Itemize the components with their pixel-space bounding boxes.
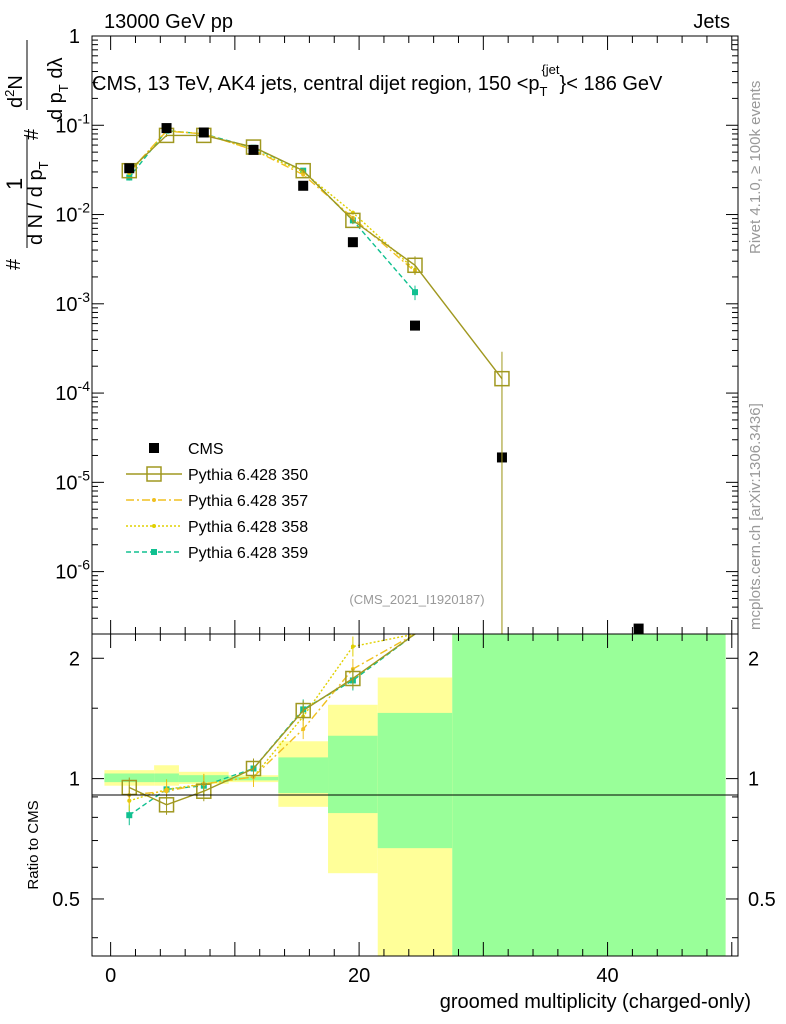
data-point bbox=[248, 144, 259, 155]
legend-marker bbox=[152, 498, 156, 502]
series-pythia-6-428-359 bbox=[126, 127, 418, 301]
uncertainty-band-inner bbox=[278, 757, 329, 794]
ratio-point bbox=[196, 783, 212, 799]
data-point bbox=[298, 180, 309, 191]
series-pythia-6-428-350 bbox=[121, 127, 510, 634]
x-tick-label: 20 bbox=[348, 965, 370, 987]
ratio-panel: 0.5 0.5 1 1 2 2 0 20 40 Ratio to CMS groomed mu… bbox=[25, 633, 776, 1013]
uncertainty-band-inner bbox=[328, 735, 378, 814]
ratio-point bbox=[245, 760, 262, 777]
data-point bbox=[410, 320, 420, 331]
y-tick-label: 10-1 bbox=[55, 110, 90, 137]
legend-marker bbox=[152, 524, 156, 528]
main-x-axis bbox=[110, 36, 733, 634]
x-tick-label: 40 bbox=[596, 965, 618, 987]
ratio-y-tick-label: 0.5 bbox=[52, 889, 80, 911]
chart-title: CMS, 13 TeV, AK4 jets, central dijet reg… bbox=[92, 62, 663, 99]
data-point bbox=[407, 257, 423, 274]
main-panel: (CMS_2021_I1920187) CMS, 13 TeV, AK4 jet… bbox=[55, 26, 739, 644]
header-right: Jets bbox=[693, 11, 730, 33]
ratio-point bbox=[126, 812, 133, 819]
ratio-y-tick-label-right: 2 bbox=[748, 648, 759, 670]
ratio-y-axis: 0.5 0.5 1 1 2 2 bbox=[52, 648, 776, 939]
data-point bbox=[345, 212, 361, 229]
header-left: 13000 GeV pp bbox=[104, 11, 233, 33]
data-point bbox=[347, 237, 358, 248]
ratio-point bbox=[295, 702, 311, 719]
y-tick-label: 1 bbox=[69, 26, 80, 48]
legend-label: Pythia 6.428 359 bbox=[188, 545, 308, 562]
ylabel-fraction: d N / d pT bbox=[25, 161, 51, 245]
ratio-y-tick-label: 2 bbox=[69, 648, 80, 670]
legend-marker bbox=[151, 549, 157, 555]
legend-label: Pythia 6.428 358 bbox=[188, 519, 308, 536]
ylabel-one: 1 bbox=[2, 178, 27, 190]
series-pythia-6-428-357 bbox=[127, 129, 417, 274]
chart-title-part2: }< 186 GeV bbox=[560, 73, 664, 95]
side-label-mcplots: mcplots.cern.ch [arXiv:1306.3436] bbox=[747, 403, 764, 630]
chart-title-part1: CMS, 13 TeV, AK4 jets, central dijet reg… bbox=[92, 73, 540, 95]
series-line bbox=[128, 129, 416, 271]
chart-title-sub: T bbox=[540, 84, 548, 99]
ratio-y-tick-label: 1 bbox=[69, 769, 80, 791]
y-tick-label: 10-5 bbox=[55, 467, 90, 494]
ratio-point bbox=[158, 797, 175, 813]
ratio-y-label: Ratio to CMS bbox=[25, 800, 42, 889]
ratio-frame bbox=[91, 633, 739, 957]
ratio-point bbox=[301, 727, 306, 732]
legend: CMS Pythia 6.428 350 Pythia 6.428 357 Pythi… bbox=[126, 441, 308, 562]
chart-title-sup: {jet bbox=[541, 62, 559, 77]
series-pythia-6-428-358 bbox=[127, 128, 417, 272]
uncertainty-band-inner bbox=[377, 712, 453, 849]
ratio-y-tick-label-right: 0.5 bbox=[748, 889, 776, 911]
data-point bbox=[198, 127, 209, 138]
main-y-axis: 1 10-1 10-2 10-3 10-4 10-5 10-6 bbox=[55, 26, 738, 635]
data-point bbox=[633, 623, 644, 634]
y-tick-label: 10-2 bbox=[55, 200, 90, 227]
data-point bbox=[161, 123, 172, 134]
data-point bbox=[295, 162, 311, 179]
main-y-label: # d N / d pT 1 # d2N d pT dλ bbox=[2, 40, 71, 270]
legend-marker bbox=[146, 466, 162, 482]
ratio-point bbox=[164, 789, 169, 794]
uncertainty-band-inner bbox=[154, 773, 179, 783]
legend-marker bbox=[149, 443, 159, 453]
ylabel-d2n: d2N bbox=[2, 75, 27, 108]
y-tick-label: 10-6 bbox=[55, 557, 90, 584]
series-line bbox=[128, 130, 416, 273]
x-tick-label: 0 bbox=[105, 965, 116, 987]
legend-label: CMS bbox=[188, 441, 224, 458]
series-line bbox=[128, 129, 416, 293]
series-line bbox=[128, 134, 503, 380]
watermark: (CMS_2021_I1920187) bbox=[349, 592, 484, 607]
side-label-rivet: Rivet 4.1.0, ≥ 100k events bbox=[747, 81, 764, 254]
ylabel-num2: # bbox=[21, 128, 43, 140]
ratio-y-tick-label-right: 1 bbox=[748, 769, 759, 791]
main-series-layer bbox=[121, 123, 644, 644]
ylabel-numerator: # bbox=[3, 258, 25, 270]
y-tick-label: 10-3 bbox=[55, 289, 90, 316]
data-point bbox=[412, 289, 418, 296]
ylabel-denom: d pT dλ bbox=[45, 58, 71, 120]
data-point bbox=[301, 172, 306, 177]
legend-label: Pythia 6.428 357 bbox=[188, 493, 308, 510]
x-axis-label: groomed multiplicity (charged-only) bbox=[440, 991, 751, 1013]
legend-label: Pythia 6.428 350 bbox=[188, 467, 308, 484]
ratio-point bbox=[345, 670, 361, 687]
ratio-x-axis: 0 20 40 bbox=[105, 634, 733, 987]
y-tick-label: 10-4 bbox=[55, 378, 90, 405]
data-point bbox=[124, 163, 135, 174]
ratio-point bbox=[350, 644, 355, 649]
